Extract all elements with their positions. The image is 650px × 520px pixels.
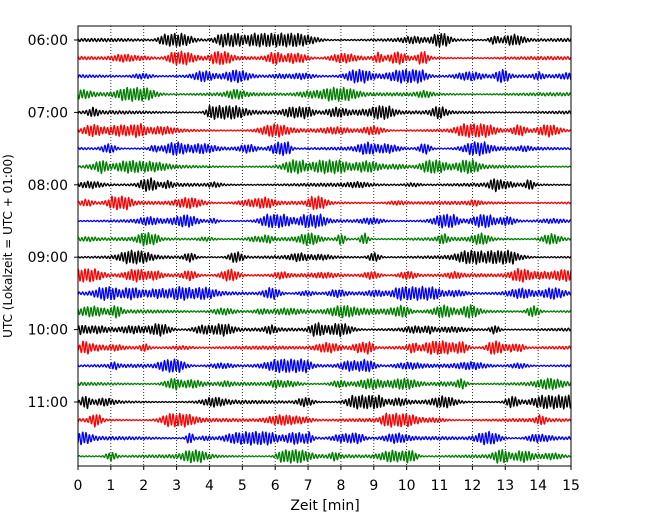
seismic-trace	[77, 394, 572, 410]
x-tick-label: 11	[431, 478, 449, 494]
trace-group	[77, 32, 572, 464]
seismic-trace	[77, 232, 572, 247]
seismic-trace	[77, 448, 572, 464]
x-axis-label: Zeit [min]	[290, 498, 359, 514]
x-tick-label: 1	[106, 478, 115, 494]
seismic-trace	[77, 430, 572, 446]
seismic-trace	[77, 32, 572, 48]
y-axis: 06:00 07:00 08:00 09:00 10:00 11:00	[28, 33, 78, 411]
seismic-trace	[77, 195, 572, 211]
x-tick-label: 10	[398, 478, 416, 494]
seismic-trace	[77, 177, 572, 193]
grid-lines	[110, 26, 539, 466]
x-tick-label: 2	[139, 478, 148, 494]
y-tick-label: 10:00	[28, 323, 68, 339]
seismic-trace	[77, 50, 572, 66]
x-tick-label: 6	[271, 478, 280, 494]
y-axis-label: UTC (Lokalzeit = UTC + 01:00)	[1, 154, 15, 338]
x-tick-label: 15	[562, 478, 580, 494]
x-tick-label: 9	[369, 478, 378, 494]
seismic-trace	[77, 267, 572, 283]
x-tick-label: 13	[496, 478, 514, 494]
x-axis: 0 1 2 3 4 5 6 7 8 9 10 11 12 13 14 15	[74, 466, 580, 494]
y-tick-label: 06:00	[28, 33, 68, 49]
x-tick-label: 3	[172, 478, 181, 494]
seismic-trace	[77, 304, 572, 319]
y-tick-label: 07:00	[28, 105, 68, 121]
x-tick-label: 5	[238, 478, 247, 494]
plot-frame	[77, 25, 572, 467]
seismic-trace	[77, 104, 572, 120]
seismic-trace	[77, 358, 572, 374]
x-tick-label: 0	[74, 478, 83, 494]
seismic-trace	[77, 322, 572, 338]
x-tick-label: 12	[463, 478, 481, 494]
x-tick-label: 8	[336, 478, 345, 494]
seismic-trace	[77, 213, 572, 229]
seismic-trace	[77, 340, 572, 355]
seismic-trace	[77, 86, 572, 102]
seismic-trace	[77, 123, 572, 139]
y-tick-label: 09:00	[28, 250, 68, 266]
y-tick-label: 08:00	[28, 178, 68, 194]
y-tick-label: 11:00	[28, 395, 68, 411]
seismic-trace	[77, 159, 572, 175]
seismic-trace	[77, 141, 572, 157]
seismic-trace	[77, 285, 572, 301]
x-tick-label: 4	[205, 478, 214, 494]
seismic-trace	[77, 412, 572, 428]
seismic-trace	[77, 68, 572, 84]
seismic-trace	[77, 249, 572, 265]
seismic-trace	[77, 377, 572, 391]
x-tick-label: 14	[529, 478, 547, 494]
x-tick-label: 7	[304, 478, 313, 494]
